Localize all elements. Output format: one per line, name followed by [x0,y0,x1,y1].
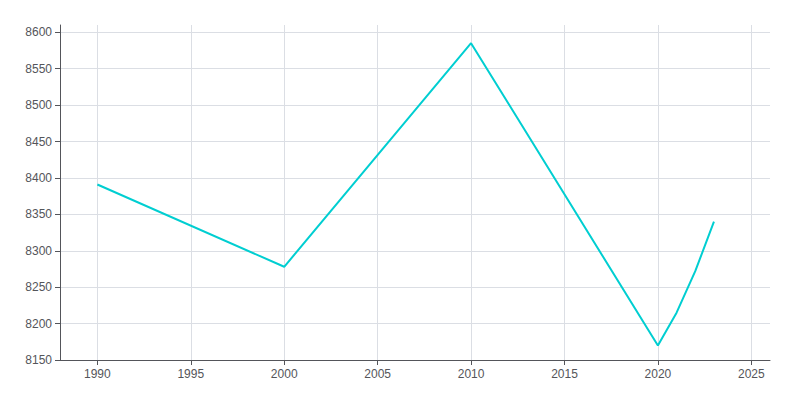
svg-text:8250: 8250 [25,280,52,294]
svg-text:8300: 8300 [25,244,52,258]
svg-text:2000: 2000 [271,367,298,381]
svg-text:8350: 8350 [25,207,52,221]
svg-text:8200: 8200 [25,317,52,331]
svg-text:2025: 2025 [738,367,765,381]
svg-text:1990: 1990 [84,367,111,381]
svg-text:2020: 2020 [645,367,672,381]
svg-text:2010: 2010 [458,367,485,381]
svg-text:1995: 1995 [177,367,204,381]
svg-text:8400: 8400 [25,171,52,185]
svg-text:8550: 8550 [25,62,52,76]
svg-text:8500: 8500 [25,98,52,112]
svg-text:8600: 8600 [25,25,52,39]
svg-text:8150: 8150 [25,353,52,367]
svg-text:2005: 2005 [364,367,391,381]
svg-text:8450: 8450 [25,135,52,149]
svg-text:2015: 2015 [551,367,578,381]
